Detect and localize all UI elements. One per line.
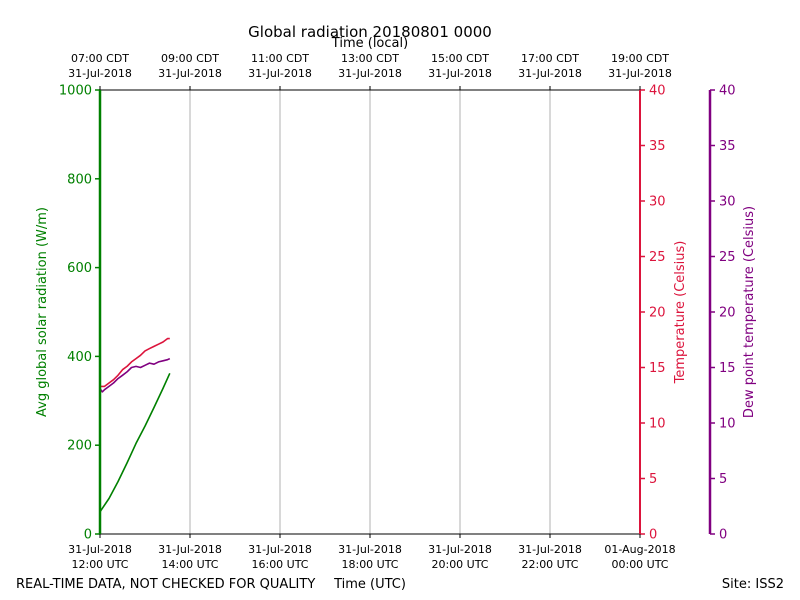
top-tick-label-date: 31-Jul-2018	[518, 67, 582, 80]
top-tick-label-time: 13:00 CDT	[341, 52, 399, 65]
temperature-tick-label: 25	[649, 250, 666, 265]
top-tick-label-date: 31-Jul-2018	[338, 67, 402, 80]
radiation-tick-label: 800	[67, 172, 92, 187]
top-tick-label-date: 31-Jul-2018	[68, 67, 132, 80]
top-tick-label-date: 31-Jul-2018	[428, 67, 492, 80]
top-tick-label-time: 19:00 CDT	[611, 52, 669, 65]
temperature-tick-label: 10	[649, 417, 666, 432]
vertical-gridlines	[189, 90, 551, 534]
x-tick-label-time: 12:00 UTC	[71, 558, 128, 571]
radiation-axis-ticks: 0 200 400 600 800 1000	[59, 84, 100, 543]
top-tick-label-date: 31-Jul-2018	[608, 67, 672, 80]
x-tick-label-time: 14:00 UTC	[161, 558, 218, 571]
dewpoint-tick-label: 40	[719, 84, 736, 99]
top-tick-label-time: 09:00 CDT	[161, 52, 219, 65]
temperature-tick-label: 0	[649, 528, 657, 543]
x-tick-label-date: 31-Jul-2018	[338, 543, 402, 556]
temperature-tick-label: 5	[649, 472, 657, 487]
x-tick-label-date: 01-Aug-2018	[604, 543, 675, 556]
radiation-series-line	[99, 372, 171, 513]
x-axis-label: Time (UTC)	[333, 577, 406, 592]
footer-site: Site: ISS2	[722, 577, 784, 592]
dewpoint-series-line	[99, 357, 171, 393]
top-axis-label: Time (local)	[331, 36, 408, 51]
dewpoint-tick-label: 5	[719, 472, 727, 487]
dewpoint-tick-label: 15	[719, 361, 736, 376]
radiation-tick-label: 400	[67, 350, 92, 365]
radiation-tick-label: 1000	[59, 84, 92, 99]
bottom-time-axis: 31-Jul-2018 12:00 UTC 31-Jul-2018 14:00 UTC…	[68, 534, 676, 571]
dewpoint-tick-label: 0	[719, 528, 727, 543]
top-tick-label-time: 17:00 CDT	[521, 52, 579, 65]
x-tick-label-time: 20:00 UTC	[431, 558, 488, 571]
dewpoint-axis-ticks: 0 5 10 15 20 25 30 35 40	[710, 84, 736, 543]
dewpoint-axis-label: Dew point temperature (Celsius)	[742, 206, 757, 418]
top-tick-label-date: 31-Jul-2018	[158, 67, 222, 80]
top-tick-label-time: 11:00 CDT	[251, 52, 309, 65]
dewpoint-tick-label: 30	[719, 195, 736, 210]
radiation-tick-label: 0	[84, 528, 92, 543]
radiation-tick-label: 600	[67, 261, 92, 276]
dewpoint-tick-label: 25	[719, 250, 736, 265]
x-tick-label-date: 31-Jul-2018	[68, 543, 132, 556]
temperature-tick-label: 15	[649, 361, 666, 376]
temperature-tick-label: 20	[649, 306, 666, 321]
x-tick-label-time: 16:00 UTC	[251, 558, 308, 571]
x-tick-label-time: 00:00 UTC	[611, 558, 668, 571]
dewpoint-tick-label: 10	[719, 417, 736, 432]
x-tick-label-date: 31-Jul-2018	[248, 543, 312, 556]
temperature-tick-label: 35	[649, 139, 666, 154]
x-tick-label-time: 22:00 UTC	[521, 558, 578, 571]
temperature-axis-ticks: 0 5 10 15 20 25 30 35 40	[640, 84, 666, 543]
x-tick-label-time: 18:00 UTC	[341, 558, 398, 571]
dewpoint-tick-label: 35	[719, 139, 736, 154]
x-tick-label-date: 31-Jul-2018	[158, 543, 222, 556]
temperature-series-line	[100, 337, 170, 388]
top-tick-label-time: 15:00 CDT	[431, 52, 489, 65]
dewpoint-tick-label: 20	[719, 306, 736, 321]
chart-title: Global radiation 20180801 0000	[248, 23, 492, 41]
top-tick-label-time: 07:00 CDT	[71, 52, 129, 65]
temperature-axis-label: Temperature (Celsius)	[673, 241, 688, 385]
temperature-tick-label: 30	[649, 195, 666, 210]
series-layer	[99, 337, 171, 513]
temperature-tick-label: 40	[649, 84, 666, 99]
x-tick-label-date: 31-Jul-2018	[518, 543, 582, 556]
footer-quality-note: REAL-TIME DATA, NOT CHECKED FOR QUALITY	[16, 577, 315, 592]
radiation-tick-label: 200	[67, 439, 92, 454]
top-tick-label-date: 31-Jul-2018	[248, 67, 312, 80]
top-time-axis: 07:00 CDT 31-Jul-2018 09:00 CDT 31-Jul-2018…	[68, 52, 672, 90]
radiation-axis-label: Avg global solar radiation (W/m)	[35, 207, 50, 417]
x-tick-label-date: 31-Jul-2018	[428, 543, 492, 556]
